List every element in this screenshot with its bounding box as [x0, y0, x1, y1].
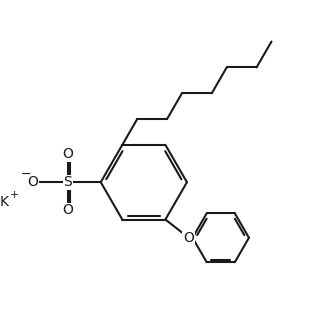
- Text: O: O: [62, 204, 73, 218]
- Text: O: O: [27, 175, 38, 189]
- Text: O: O: [183, 231, 194, 245]
- Text: O: O: [62, 147, 73, 161]
- Text: +: +: [10, 190, 19, 200]
- Text: K: K: [0, 195, 9, 209]
- Text: −: −: [20, 169, 31, 181]
- Text: S: S: [63, 175, 72, 189]
